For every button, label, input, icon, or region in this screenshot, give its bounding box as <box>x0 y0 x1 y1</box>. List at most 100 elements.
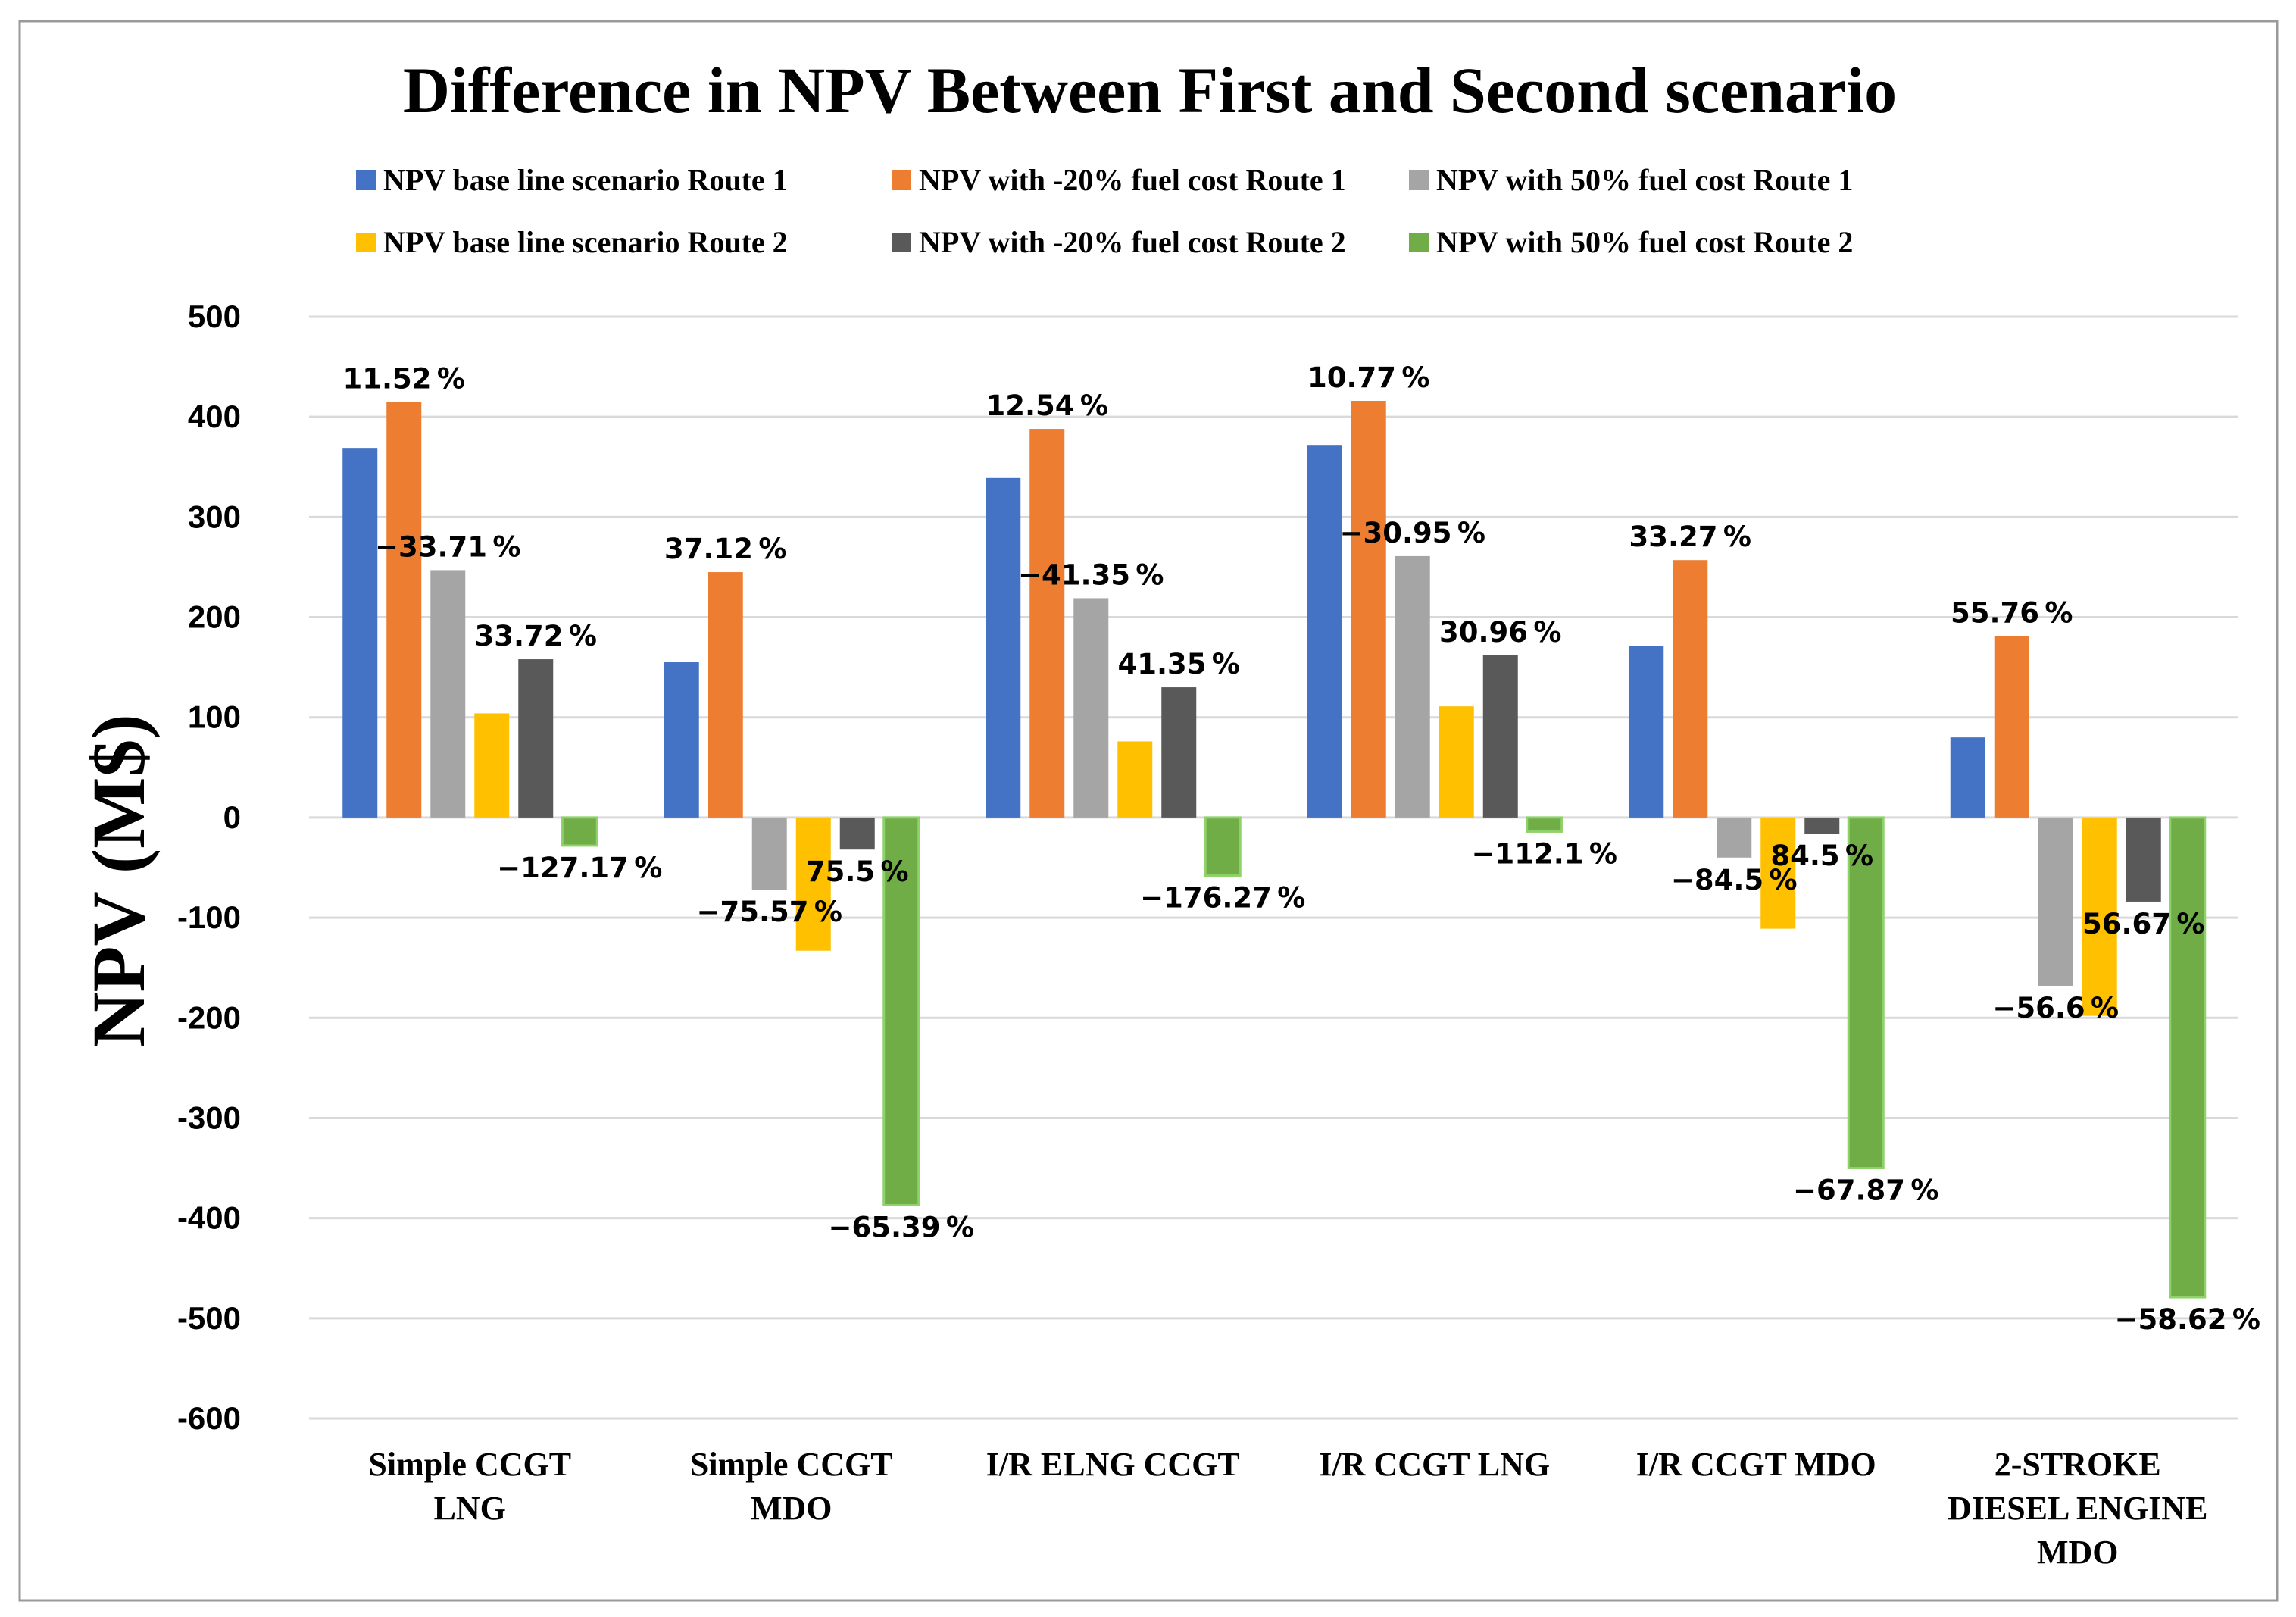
bar-4-series-3 <box>1395 555 1430 818</box>
y-tick-label: 200 <box>188 599 241 635</box>
bar-1-series-4 <box>474 713 510 818</box>
y-tick-label: -600 <box>177 1400 241 1436</box>
y-tick-label: 500 <box>188 299 241 334</box>
bar-6-series-2 <box>1994 636 2029 818</box>
bar-5-series-5 <box>1804 817 1840 834</box>
x-category-label: I/R CCGT MDO <box>1636 1446 1876 1483</box>
y-tick-label: 0 <box>223 799 241 835</box>
y-tick-label: -100 <box>177 899 241 935</box>
legend-swatch <box>1409 170 1429 190</box>
bar-6-series-3 <box>2038 817 2073 986</box>
x-axis-categories: Simple CCGT LNG Simple CCGT MDO I/R ELNG CCG… <box>368 1446 2207 1571</box>
chart-title: Difference in NPV Between First and Seco… <box>403 54 1897 127</box>
data-label: 33.27 % <box>1629 521 1752 553</box>
bar-1-series-1 <box>342 448 378 818</box>
data-label: 37.12 % <box>664 533 787 565</box>
legend-swatch <box>892 170 911 190</box>
data-label: 56.67 % <box>2082 908 2205 940</box>
bars <box>342 401 2207 1299</box>
bar-5-series-1 <box>1629 646 1664 818</box>
y-tick-label: -500 <box>177 1300 241 1336</box>
bar-6-series-5 <box>2126 817 2161 902</box>
bar-5-series-6 <box>1847 816 1885 1170</box>
bar-2-series-4 <box>795 817 831 951</box>
gridlines <box>309 315 2238 1420</box>
legend-label: NPV base line scenario Route 1 <box>383 163 788 197</box>
data-label: 12.54 % <box>986 389 1109 422</box>
bar-3-series-4 <box>1117 741 1153 818</box>
bar-3-series-2 <box>1029 429 1065 818</box>
legend-label: NPV with -20% fuel cost Route 1 <box>919 163 1346 197</box>
bar-4-series-4 <box>1439 706 1474 818</box>
x-category-label: Simple CCGT <box>368 1446 571 1483</box>
bar-3-series-3 <box>1073 598 1109 818</box>
legend-label: NPV with -20% fuel cost Route 2 <box>919 225 1346 259</box>
data-label: −176.27 % <box>1140 882 1305 915</box>
bar-4-series-1 <box>1307 445 1342 818</box>
data-label: 10.77 % <box>1307 361 1430 394</box>
x-category-label: MDO <box>2037 1534 2119 1571</box>
data-label: −67.87 % <box>1793 1174 1939 1207</box>
data-labels: 11.52 % −33.71 % 33.72 % −127.17 % 37.12 % −7… <box>343 361 2261 1336</box>
x-category-label: I/R ELNG CCGT <box>986 1446 1240 1483</box>
x-category-label: Simple CCGT <box>690 1446 893 1483</box>
data-label: −56.6 % <box>1992 992 2119 1024</box>
bar-1-series-5 <box>518 659 554 818</box>
data-label: −84.5 % <box>1671 864 1798 896</box>
bar-1-series-3 <box>430 570 466 818</box>
legend-label: NPV base line scenario Route 2 <box>383 225 788 259</box>
bar-3-series-6 <box>1204 816 1242 877</box>
data-label: −30.95 % <box>1340 517 1486 549</box>
bar-6-series-6 <box>2169 816 2207 1299</box>
bar-4-series-2 <box>1351 401 1386 818</box>
y-tick-label: -400 <box>177 1200 241 1236</box>
y-axis-ticks: -600 -500 -400 -300 -200 -100 0 100 200 300 400 500 <box>177 299 241 1436</box>
bar-6-series-1 <box>1950 737 1985 818</box>
x-category-label: I/R CCGT LNG <box>1319 1446 1550 1483</box>
legend-label: NPV with 50% fuel cost Route 1 <box>1436 163 1853 197</box>
x-category-label: MDO <box>751 1490 832 1527</box>
bar-1-series-2 <box>386 402 422 818</box>
legend: NPV base line scenario Route 1 NPV with -… <box>356 163 1853 259</box>
y-tick-label: -300 <box>177 1099 241 1135</box>
bar-4-series-6 <box>1526 816 1563 833</box>
y-axis-label: NPV (M$) <box>77 714 161 1047</box>
y-tick-label: 300 <box>188 499 241 534</box>
data-label: −33.71 % <box>375 530 521 563</box>
data-label: −58.62 % <box>2115 1303 2261 1336</box>
data-label: −41.35 % <box>1018 558 1164 591</box>
data-label: 11.52 % <box>343 362 466 395</box>
x-category-label: LNG <box>434 1490 506 1527</box>
y-tick-label: 400 <box>188 399 241 434</box>
data-label: 84.5 % <box>1770 840 1873 872</box>
data-label: −127.17 % <box>497 852 662 884</box>
y-tick-label: -200 <box>177 999 241 1035</box>
bar-3-series-1 <box>986 477 1021 818</box>
data-label: 30.96 % <box>1439 616 1562 649</box>
data-label: 41.35 % <box>1118 648 1241 680</box>
bar-2-series-5 <box>839 817 875 850</box>
legend-swatch <box>892 233 911 252</box>
bar-2-series-3 <box>751 817 787 890</box>
bar-5-series-3 <box>1717 817 1752 858</box>
bar-2-series-6 <box>882 816 920 1206</box>
legend-swatch <box>356 233 376 252</box>
data-label: 55.76 % <box>1951 597 2073 630</box>
legend-swatch <box>356 170 376 190</box>
legend-label: NPV with 50% fuel cost Route 2 <box>1436 225 1853 259</box>
data-label: −65.39 % <box>829 1211 975 1243</box>
bar-4-series-5 <box>1482 655 1518 818</box>
legend-swatch <box>1409 233 1429 252</box>
bar-6-series-4 <box>2082 817 2117 1016</box>
data-label: 33.72 % <box>475 620 598 652</box>
x-category-label: DIESEL ENGINE <box>1948 1490 2208 1527</box>
data-label: 75.5 % <box>806 855 909 888</box>
y-tick-label: 100 <box>188 699 241 735</box>
bar-2-series-1 <box>664 662 699 818</box>
bar-2-series-2 <box>708 572 743 818</box>
bar-1-series-6 <box>561 816 598 847</box>
bar-5-series-2 <box>1673 560 1708 818</box>
bar-3-series-5 <box>1161 687 1197 818</box>
bar-5-series-4 <box>1760 817 1796 929</box>
